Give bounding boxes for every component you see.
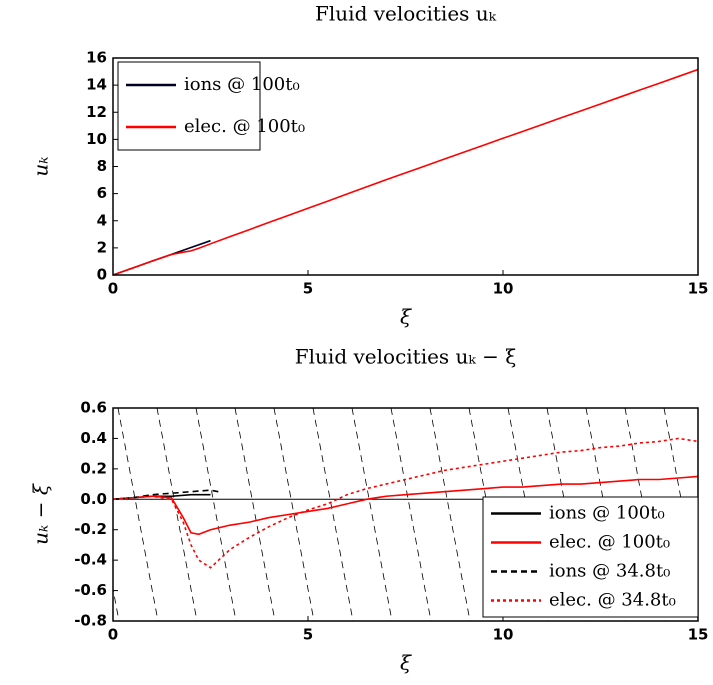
- legend-box: [482, 496, 699, 618]
- x-tick-label: 0: [108, 626, 118, 644]
- y-tick-label: 4: [97, 211, 107, 229]
- y-tick-label: 0.4: [80, 429, 107, 447]
- plot-frame: [112, 57, 699, 276]
- y-tick-label: 14: [86, 76, 107, 94]
- x-axis-label: ξ: [400, 305, 412, 329]
- guide-line: [156, 408, 198, 621]
- y-tick-label: 0: [97, 266, 107, 284]
- y-tick-label: 12: [86, 103, 107, 121]
- y-tick-label: 10: [86, 130, 107, 148]
- legend-label: elec. @ 34.8t₀: [549, 590, 676, 611]
- x-axis-label: ξ: [400, 651, 412, 675]
- chart-title: Fluid velocities uₖ: [315, 2, 497, 26]
- guide-line: [429, 408, 471, 621]
- guide-line: [117, 408, 159, 621]
- chart-title: Fluid velocities uₖ − ξ: [295, 345, 516, 369]
- legend-box: [117, 61, 261, 151]
- series-line: [112, 437, 699, 569]
- y-tick-label: 0.2: [80, 459, 107, 477]
- x-tick-label: 5: [303, 626, 313, 644]
- x-tick-label: 10: [493, 626, 514, 644]
- legend-label: ions @ 34.8t₀: [549, 561, 670, 582]
- guide-line: [234, 408, 276, 621]
- series-line: [112, 68, 699, 276]
- y-axis-label: uₖ: [29, 156, 53, 176]
- y-tick-label: 6: [97, 184, 107, 202]
- legend-label: ions @ 100t₀: [184, 74, 300, 95]
- series-line: [112, 475, 699, 536]
- x-tick-label: 5: [303, 280, 313, 298]
- legend-label: elec. @ 100t₀: [184, 116, 305, 137]
- y-tick-label: 16: [86, 49, 107, 67]
- x-tick-label: 15: [688, 280, 709, 298]
- legend-label: ions @ 100t₀: [549, 503, 665, 524]
- y-tick-label: -0.2: [74, 520, 107, 538]
- guide-line: [390, 408, 432, 621]
- y-tick-label: 2: [97, 238, 107, 256]
- y-axis-label: uₖ − ξ: [29, 483, 53, 545]
- y-tick-label: 0.6: [80, 399, 107, 417]
- y-tick-label: 8: [97, 157, 107, 175]
- guide-line: [312, 408, 354, 621]
- guide-line: [195, 408, 237, 621]
- y-tick-label: 0.0: [80, 490, 107, 508]
- x-tick-label: 15: [688, 626, 709, 644]
- y-tick-label: -0.4: [74, 551, 107, 569]
- guide-line: [273, 408, 315, 621]
- x-tick-label: 0: [108, 280, 118, 298]
- guide-line: [351, 408, 393, 621]
- y-tick-label: -0.6: [74, 581, 107, 599]
- x-tick-label: 10: [493, 280, 514, 298]
- legend-label: elec. @ 100t₀: [549, 532, 670, 553]
- y-tick-label: -0.8: [74, 612, 107, 630]
- guide-line: [703, 408, 713, 621]
